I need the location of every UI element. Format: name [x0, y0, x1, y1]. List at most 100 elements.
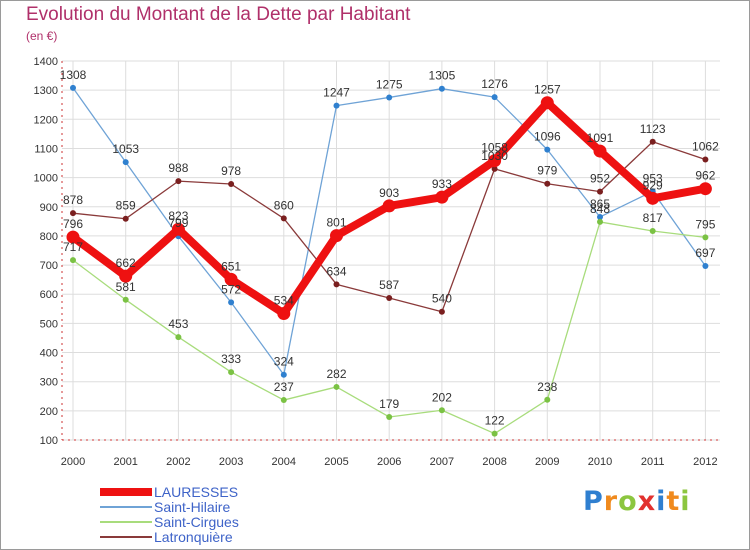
data-label: 697	[695, 246, 715, 260]
legend: LAURESSES Saint-Hilaire Saint-Cirgues La…	[100, 483, 239, 545]
y-tick-label: 700	[40, 260, 58, 272]
data-label: 799	[168, 216, 188, 230]
data-label: 1123	[640, 122, 666, 136]
legend-item-lauresses: LAURESSES	[100, 483, 239, 500]
data-point	[70, 84, 76, 91]
data-label: 979	[537, 164, 557, 178]
x-tick-label: 2001	[113, 456, 137, 468]
data-point	[277, 306, 291, 320]
data-label: 1305	[429, 69, 456, 83]
data-label: 662	[116, 256, 136, 270]
chart-title: Evolution du Montant de la Dette par Hab…	[26, 4, 411, 25]
data-point	[330, 229, 343, 243]
data-label: 1096	[534, 130, 561, 144]
data-point	[280, 371, 287, 378]
data-label: 333	[221, 352, 241, 366]
data-label: 953	[643, 171, 663, 185]
data-point	[224, 272, 238, 286]
x-tick-label: 2009	[535, 456, 559, 468]
data-point	[544, 180, 551, 187]
data-label: 796	[63, 217, 83, 231]
data-label: 717	[63, 240, 83, 254]
legend-label-lauresses: LAURESSES	[154, 483, 239, 500]
data-label: 1275	[376, 77, 403, 91]
data-label: 238	[537, 380, 557, 394]
y-tick-label: 100	[40, 435, 58, 447]
y-tick-label: 400	[40, 348, 58, 360]
data-label: 634	[326, 264, 346, 278]
data-point	[386, 413, 393, 420]
data-point	[280, 215, 287, 222]
legend-item-saint-cirgues: Saint-Cirgues	[100, 513, 239, 530]
data-label: 534	[274, 293, 294, 307]
legend-label-saint-cirgues: Saint-Cirgues	[154, 513, 239, 530]
data-label: 572	[221, 282, 241, 296]
data-label: 903	[379, 186, 399, 200]
data-label: 848	[590, 202, 610, 216]
logo-letter: r	[603, 486, 619, 517]
data-point	[597, 218, 603, 225]
data-label: 860	[274, 198, 294, 212]
data-label: 324	[274, 355, 294, 369]
data-point	[122, 296, 129, 303]
y-tick-label: 1000	[34, 173, 58, 185]
data-label: 865	[590, 197, 610, 211]
data-point	[228, 369, 235, 376]
data-label: 929	[643, 178, 663, 192]
data-label: 122	[485, 414, 505, 428]
data-point	[438, 407, 445, 414]
data-point	[386, 295, 393, 302]
x-tick-label: 2005	[324, 456, 348, 468]
data-point	[122, 159, 129, 166]
legend-label-latronquiere: Latronquière	[154, 528, 233, 545]
x-tick-label: 2011	[641, 456, 665, 468]
data-point	[435, 190, 449, 204]
data-point	[491, 165, 498, 172]
legend-item-saint-hilaire: Saint-Hilaire	[100, 498, 239, 515]
logo-letter: P	[583, 486, 604, 517]
x-tick-label: 2007	[430, 456, 454, 468]
y-tick-label: 200	[40, 406, 58, 418]
data-point	[333, 281, 340, 288]
data-label: 801	[326, 216, 346, 230]
data-label: 282	[326, 367, 346, 381]
y-tick-label: 1200	[34, 114, 58, 126]
data-label: 933	[432, 177, 452, 191]
data-point	[66, 230, 80, 244]
data-label: 1247	[323, 86, 350, 100]
data-label: 179	[379, 397, 399, 411]
x-tick-label: 2004	[272, 456, 296, 468]
data-point	[175, 178, 182, 185]
plot-area	[62, 61, 720, 440]
data-label: 988	[168, 161, 188, 175]
data-label: 453	[168, 317, 188, 331]
data-label: 962	[695, 169, 715, 183]
data-point	[649, 138, 656, 145]
y-tick-label: 500	[40, 318, 58, 330]
data-point	[646, 191, 660, 205]
x-tick-label: 2003	[219, 456, 243, 468]
data-point	[488, 154, 502, 168]
logo-letter: x	[637, 486, 657, 517]
data-label: 237	[274, 380, 294, 394]
data-label: 651	[221, 259, 241, 273]
data-label: 1308	[60, 68, 87, 82]
x-tick-label: 2006	[377, 456, 401, 468]
data-point	[175, 334, 182, 341]
data-label: 202	[432, 390, 452, 404]
data-point	[491, 430, 498, 437]
data-label: 587	[379, 278, 399, 292]
data-label: 1276	[481, 77, 508, 91]
data-point	[122, 215, 129, 222]
data-label: 581	[116, 280, 136, 294]
legend-swatch-latronquiere	[100, 535, 152, 538]
y-tick-label: 900	[40, 202, 58, 214]
legend-label-saint-hilaire: Saint-Hilaire	[154, 498, 231, 515]
data-point	[593, 144, 607, 158]
data-point	[649, 227, 656, 234]
legend-swatch-saint-cirgues	[100, 520, 152, 523]
proxiti-logo: Proxiti	[583, 486, 691, 517]
logo-letter: o	[618, 486, 638, 517]
data-point	[280, 397, 287, 404]
data-label: 1030	[481, 149, 508, 163]
